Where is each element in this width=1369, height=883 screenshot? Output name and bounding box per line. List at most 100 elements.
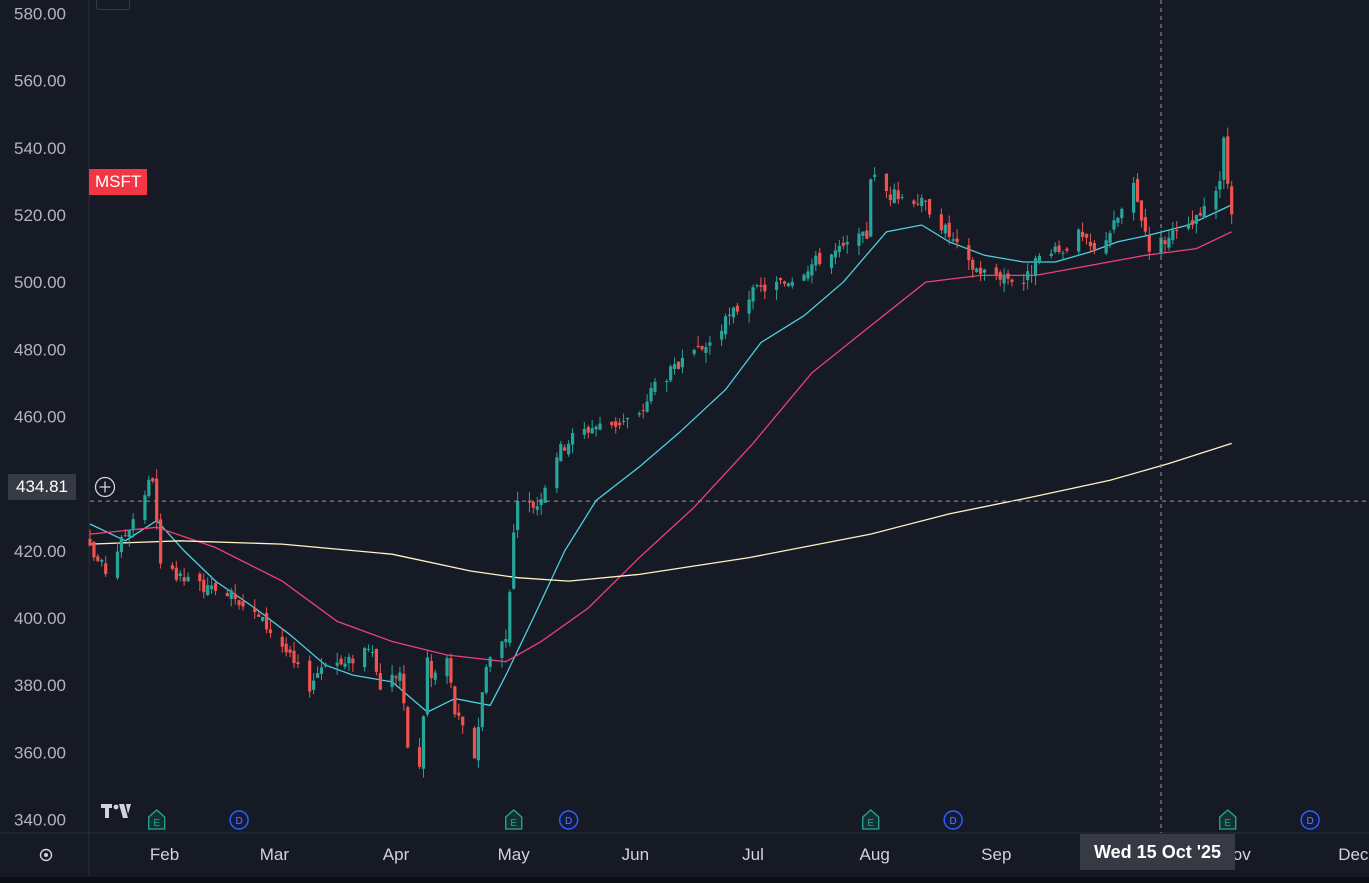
y-tick-label: 580.00 xyxy=(14,4,66,23)
x-tick-label: Feb xyxy=(150,845,179,864)
candle-body xyxy=(1218,181,1221,190)
candle-body xyxy=(1132,183,1135,213)
candle-body xyxy=(810,264,813,275)
candle-body xyxy=(916,204,919,205)
candle-body xyxy=(700,346,703,349)
candle-body xyxy=(422,716,425,768)
candle-body xyxy=(516,501,519,530)
candle-body xyxy=(312,681,315,690)
y-tick-label: 380.00 xyxy=(14,676,66,695)
candle-body xyxy=(728,315,731,316)
candle-body xyxy=(1108,233,1111,243)
y-tick-label: 560.00 xyxy=(14,72,66,91)
moving-average-line xyxy=(90,232,1232,662)
candle-body xyxy=(763,285,766,292)
candle-body xyxy=(434,673,437,680)
candle-body xyxy=(508,592,511,643)
candle-body xyxy=(748,300,751,314)
candle-body xyxy=(693,350,696,354)
candle-body xyxy=(720,331,723,340)
candle-body xyxy=(897,190,900,199)
candle-body xyxy=(1120,209,1123,218)
dividend-icon-letter: D xyxy=(950,816,957,827)
candle-body xyxy=(473,728,476,759)
candle-body xyxy=(783,282,786,284)
candle-body xyxy=(1038,256,1041,262)
candle-body xyxy=(889,194,892,200)
candle-body xyxy=(971,260,974,270)
candle-body xyxy=(944,225,947,234)
candle-body xyxy=(736,306,739,312)
candle-body xyxy=(1105,240,1108,253)
candle-body xyxy=(814,256,817,266)
candle-body xyxy=(1187,224,1190,229)
candle-body xyxy=(1163,240,1166,244)
earnings-marker[interactable]: E xyxy=(506,810,522,829)
candle-body xyxy=(983,270,986,273)
candle-body xyxy=(347,657,350,663)
y-tick-label: 480.00 xyxy=(14,340,66,359)
candle-body xyxy=(1230,186,1233,214)
candle-body xyxy=(532,502,535,508)
candle-body xyxy=(186,577,189,581)
candle-body xyxy=(806,271,809,278)
candle-body xyxy=(995,267,998,274)
candle-body xyxy=(1085,234,1088,238)
candle-body xyxy=(241,601,244,606)
candle-body xyxy=(253,608,256,612)
candle-body xyxy=(540,499,543,505)
candle-body xyxy=(928,199,931,214)
candle-body xyxy=(1148,235,1151,251)
dividend-marker[interactable]: D xyxy=(230,811,248,829)
candle-body xyxy=(924,201,927,202)
candle-body xyxy=(940,214,943,230)
add-alert-button[interactable] xyxy=(93,475,117,499)
candle-body xyxy=(857,233,860,245)
candle-body xyxy=(316,673,319,678)
earnings-marker[interactable]: E xyxy=(1220,810,1236,829)
candle-body xyxy=(708,342,711,345)
candle-body xyxy=(261,617,264,621)
candle-body xyxy=(336,663,339,666)
earnings-marker[interactable]: E xyxy=(149,810,165,829)
candle-body xyxy=(237,600,240,605)
candle-body xyxy=(96,556,99,561)
candle-body xyxy=(999,272,1002,279)
candle-body xyxy=(265,613,268,629)
candle-body xyxy=(618,423,621,425)
x-tick-label: Jun xyxy=(622,845,649,864)
candle-body xyxy=(1222,138,1225,180)
candle-body xyxy=(461,717,464,726)
candle-body xyxy=(665,381,668,382)
crosshair-price-label: 434.81 xyxy=(8,474,76,500)
legend-collapse-button[interactable] xyxy=(96,0,130,10)
candle-body xyxy=(485,667,488,693)
candle-body xyxy=(198,574,201,581)
dividend-icon-letter: D xyxy=(1307,816,1314,827)
candle-body xyxy=(583,429,586,435)
dividend-marker[interactable]: D xyxy=(1301,811,1319,829)
earnings-icon-letter: E xyxy=(510,818,517,829)
candle-body xyxy=(1167,238,1170,248)
candle-body xyxy=(779,278,782,280)
candle-body xyxy=(214,583,217,591)
candle-body xyxy=(296,662,299,664)
earnings-marker[interactable]: E xyxy=(863,810,879,829)
moving-average-line xyxy=(90,443,1232,581)
candle-body xyxy=(500,641,503,657)
candle-body xyxy=(88,539,91,546)
dividend-marker[interactable]: D xyxy=(560,811,578,829)
candle-body xyxy=(751,287,754,301)
y-tick-label: 520.00 xyxy=(14,206,66,225)
candle-body xyxy=(952,239,955,240)
tradingview-logo-icon[interactable] xyxy=(100,800,134,822)
chart-settings-button[interactable] xyxy=(34,843,58,867)
candle-body xyxy=(622,421,625,422)
candle-body xyxy=(477,727,480,760)
candle-body xyxy=(234,594,237,599)
candle-body xyxy=(143,495,146,520)
dividend-marker[interactable]: D xyxy=(944,811,962,829)
earnings-icon-letter: E xyxy=(1224,818,1231,829)
